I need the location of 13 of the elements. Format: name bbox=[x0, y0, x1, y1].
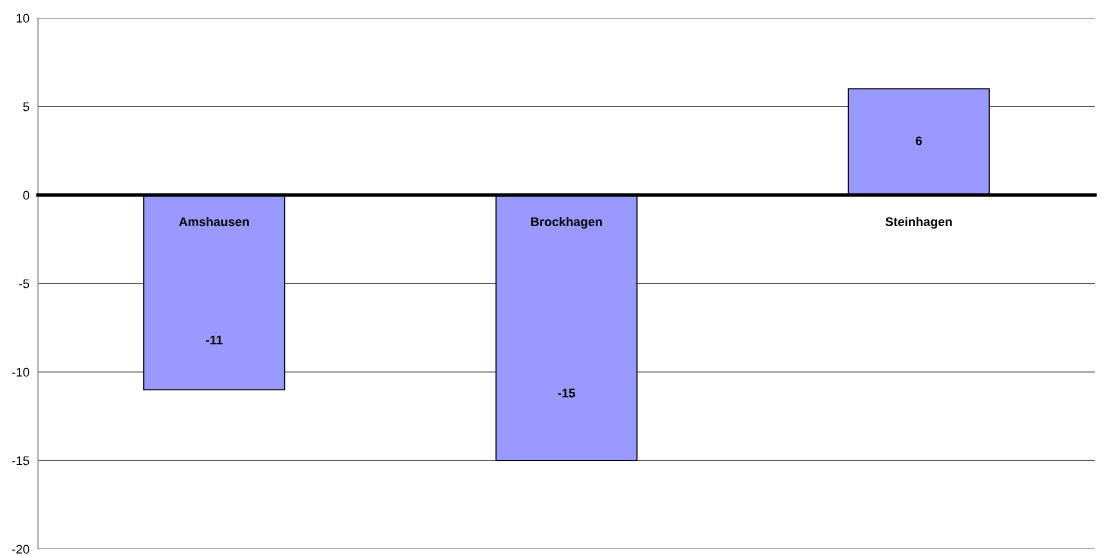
y-tick-label: 10 bbox=[16, 13, 30, 23]
x-tick-label: Amshausen bbox=[179, 216, 249, 227]
y-tick-label: 0 bbox=[23, 190, 30, 200]
y-tick-label: -5 bbox=[19, 279, 30, 289]
data-label: -15 bbox=[557, 388, 576, 398]
y-tick-label: -10 bbox=[12, 367, 30, 377]
y-tick-label: -15 bbox=[12, 456, 30, 466]
y-tick-label: 5 bbox=[23, 102, 30, 112]
y-tick-label: -20 bbox=[12, 544, 30, 554]
data-label: 6 bbox=[915, 136, 922, 146]
x-tick-label: Brockhagen bbox=[531, 216, 602, 229]
data-label: -11 bbox=[205, 335, 223, 345]
x-tick-label: Steinhagen bbox=[885, 216, 952, 229]
